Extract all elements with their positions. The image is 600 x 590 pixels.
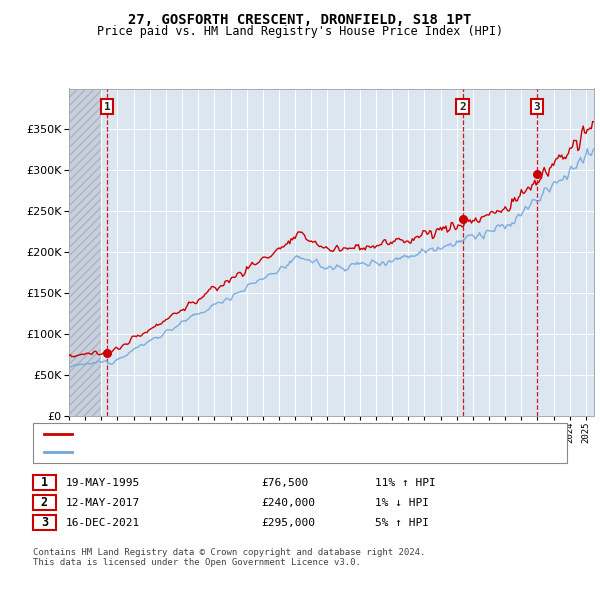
Text: 2: 2 <box>41 496 48 509</box>
Text: 3: 3 <box>41 516 48 529</box>
Text: 2: 2 <box>459 101 466 112</box>
Text: Price paid vs. HM Land Registry's House Price Index (HPI): Price paid vs. HM Land Registry's House … <box>97 25 503 38</box>
Text: Contains HM Land Registry data © Crown copyright and database right 2024.
This d: Contains HM Land Registry data © Crown c… <box>33 548 425 567</box>
Text: HPI: Average price, detached house, North East Derbyshire: HPI: Average price, detached house, Nort… <box>76 447 418 457</box>
Text: 5% ↑ HPI: 5% ↑ HPI <box>375 518 429 527</box>
Text: £295,000: £295,000 <box>261 518 315 527</box>
Text: 27, GOSFORTH CRESCENT, DRONFIELD, S18 1PT (detached house): 27, GOSFORTH CRESCENT, DRONFIELD, S18 1P… <box>76 430 424 440</box>
Text: 11% ↑ HPI: 11% ↑ HPI <box>375 478 436 487</box>
Text: 19-MAY-1995: 19-MAY-1995 <box>66 478 140 487</box>
Text: 3: 3 <box>533 101 540 112</box>
Text: £240,000: £240,000 <box>261 498 315 507</box>
Text: 12-MAY-2017: 12-MAY-2017 <box>66 498 140 507</box>
Text: £76,500: £76,500 <box>261 478 308 487</box>
Text: 1% ↓ HPI: 1% ↓ HPI <box>375 498 429 507</box>
Text: 16-DEC-2021: 16-DEC-2021 <box>66 518 140 527</box>
Text: 1: 1 <box>41 476 48 489</box>
Text: 1: 1 <box>104 101 110 112</box>
Text: 27, GOSFORTH CRESCENT, DRONFIELD, S18 1PT: 27, GOSFORTH CRESCENT, DRONFIELD, S18 1P… <box>128 13 472 27</box>
Bar <box>69 88 101 416</box>
